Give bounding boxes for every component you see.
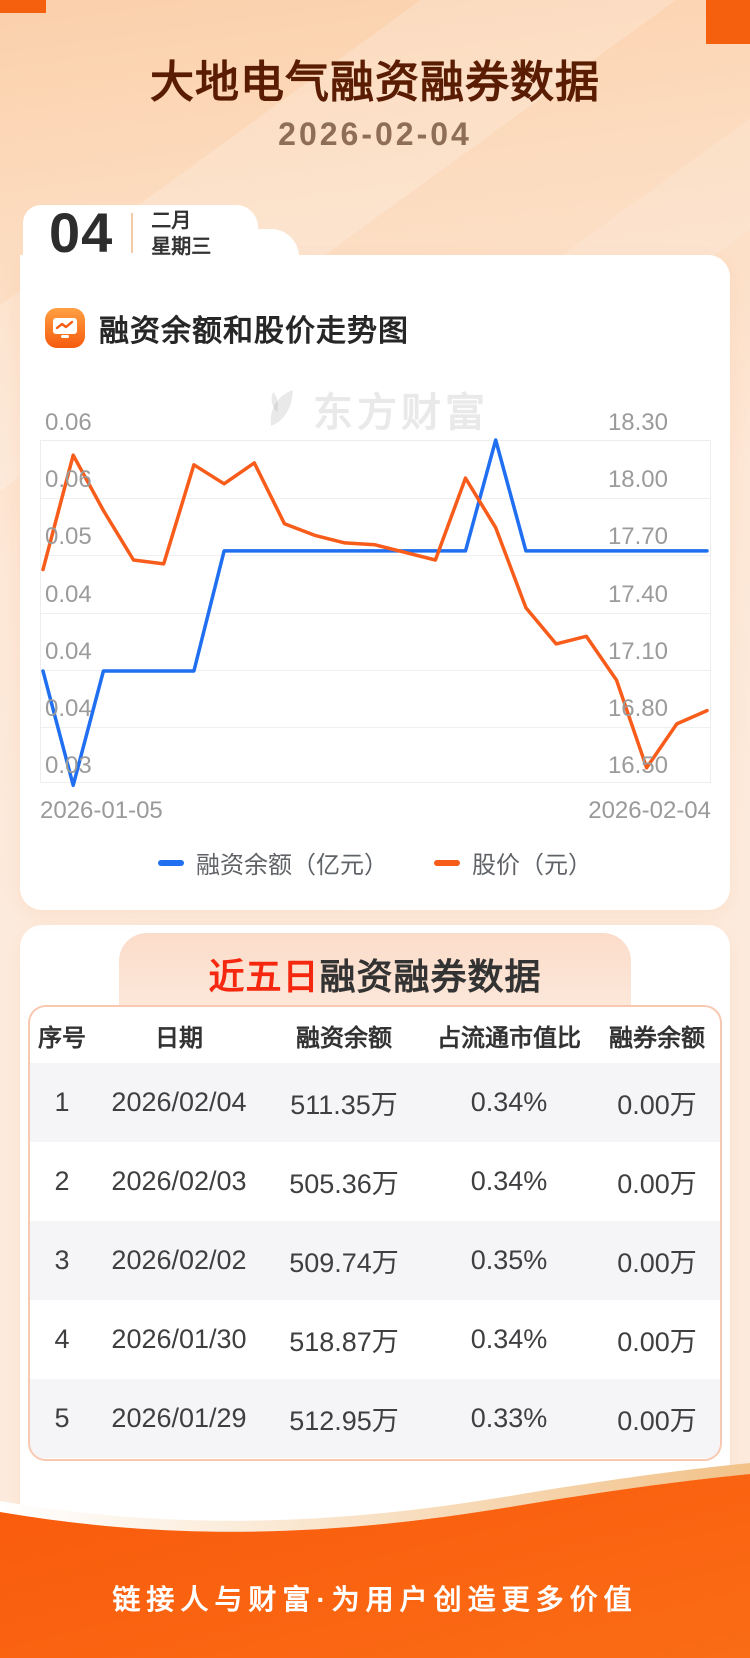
date-badge-day: 04 — [49, 200, 114, 264]
left-axis-tick-label: 0.06 — [45, 466, 92, 494]
margin-data-table: 序号 日期 融资余额 占流通市值比 融券余额 1 2026/02/04 511.35万 0.34… — [28, 1005, 722, 1461]
table-header-cell: 占流通市值比 — [437, 1024, 581, 1052]
table-header-cell: 日期 — [155, 1024, 203, 1052]
table-header-cell: 融资余额 — [296, 1024, 392, 1052]
left-axis-tick-label: 0.04 — [45, 580, 92, 608]
table-cell: 5 — [54, 1403, 70, 1433]
table-row: 2 2026/02/03 505.36万 0.34% 0.00万 — [30, 1142, 720, 1221]
table-cell: 2 — [54, 1166, 70, 1196]
table-cell: 505.36万 — [289, 1169, 399, 1199]
gridline — [41, 498, 710, 500]
chart-monitor-icon — [45, 308, 85, 348]
table-cell: 0.00万 — [617, 1169, 697, 1199]
table-cell: 518.87万 — [289, 1327, 399, 1357]
right-axis-tick-label: 18.30 — [607, 409, 668, 436]
table-cell: 2026/01/29 — [111, 1403, 247, 1433]
footer-slogan: 链接人与财富·为用户创造更多价值 — [112, 1584, 638, 1615]
table-cell: 0.00万 — [617, 1090, 697, 1120]
legend-label: 融资余额（亿元） — [196, 852, 388, 879]
table-cell: 4 — [54, 1324, 70, 1354]
table-row: 1 2026/02/04 511.35万 0.34% 0.00万 — [30, 1063, 720, 1142]
table-cell: 512.95万 — [289, 1406, 399, 1436]
table-cell: 0.34% — [470, 1324, 548, 1354]
left-axis-tick-label: 0.04 — [45, 637, 92, 665]
chart-card — [20, 255, 730, 910]
date-badge-weekday: 星期三 — [151, 236, 212, 258]
legend-item[interactable]: 股价（元） — [434, 845, 592, 880]
table-cell: 0.00万 — [617, 1406, 697, 1436]
left-axis-tick-label: 0.05 — [45, 523, 92, 551]
table-cell: 0.00万 — [617, 1248, 697, 1278]
table-cell: 2026/01/30 — [111, 1324, 247, 1354]
x-axis-label-end: 2026-02-04 — [588, 797, 711, 824]
left-axis-tick-label: 0.03 — [45, 752, 92, 779]
table-section-title: 近五日融资融券数据 — [0, 948, 750, 1000]
left-axis-tick-label: 0.06 — [45, 409, 92, 436]
table-title-highlight: 近五日 — [208, 956, 320, 997]
left-axis-tick-label: 0.04 — [45, 694, 92, 722]
x-axis-label-start: 2026-01-05 — [40, 797, 163, 824]
series-line-margin-balance — [41, 438, 709, 788]
gridline — [41, 555, 710, 557]
right-axis-tick-label: 16.80 — [607, 694, 668, 722]
page-date: 2026-02-04 — [278, 116, 472, 152]
right-axis-tick-label: 17.10 — [607, 637, 668, 665]
gridline — [41, 726, 710, 728]
right-axis-tick-label: 18.00 — [607, 466, 668, 494]
table-cell: 1 — [54, 1087, 70, 1117]
date-badge-curve — [257, 229, 299, 257]
series-line-stock-price — [41, 453, 709, 770]
right-axis-tick-label: 16.50 — [607, 752, 668, 779]
right-axis-tick-label: 17.70 — [607, 523, 668, 551]
table-cell: 2026/02/04 — [111, 1087, 247, 1117]
date-badge: 04 二月 星期三 — [23, 201, 299, 264]
table-row: 4 2026/01/30 518.87万 0.34% 0.00万 — [30, 1300, 720, 1379]
table-row: 5 2026/01/29 512.95万 0.33% 0.00万 — [30, 1379, 720, 1458]
legend-swatch — [158, 859, 184, 866]
table-cell: 0.00万 — [617, 1327, 697, 1357]
legend-label: 股价（元） — [472, 852, 592, 879]
table-cell: 0.34% — [470, 1166, 548, 1196]
table-cell: 0.33% — [470, 1403, 548, 1433]
table-cell: 509.74万 — [289, 1248, 399, 1278]
chart-section-header: 融资余额和股价走势图 — [45, 306, 409, 350]
table-header-row: 序号 日期 融资余额 占流通市值比 融券余额 — [30, 1007, 720, 1063]
table-cell: 3 — [54, 1245, 70, 1275]
corner-accent-top-right — [706, 0, 750, 44]
right-axis-tick-label: 17.40 — [607, 580, 668, 608]
corner-accent-top-left — [0, 0, 46, 13]
chart-legend: 融资余额（亿元） 股价（元） — [0, 845, 750, 880]
chart-section-title: 融资余额和股价走势图 — [99, 315, 409, 348]
footer-wave — [0, 1463, 750, 1658]
table-header-cell: 融券余额 — [609, 1024, 705, 1052]
table-header-cell: 序号 — [38, 1024, 86, 1052]
date-badge-divider — [131, 213, 134, 253]
table-cell: 511.35万 — [290, 1090, 398, 1120]
legend-item[interactable]: 融资余额（亿元） — [158, 845, 388, 880]
table-cell: 2026/02/02 — [111, 1245, 247, 1275]
gridline — [41, 612, 710, 614]
date-badge-month: 二月 — [151, 210, 192, 232]
table-cell: 0.35% — [470, 1245, 548, 1275]
table-title-rest: 融资融券数据 — [319, 956, 542, 997]
table-cell: 2026/02/03 — [111, 1166, 247, 1196]
gridline — [41, 669, 710, 671]
chart-plot-area — [40, 440, 711, 783]
line-chart — [41, 438, 709, 788]
legend-swatch — [434, 859, 460, 866]
page-title: 大地电气融资融券数据 — [150, 58, 600, 107]
table-cell: 0.34% — [470, 1087, 548, 1117]
table-row: 3 2026/02/02 509.74万 0.35% 0.00万 — [30, 1221, 720, 1300]
